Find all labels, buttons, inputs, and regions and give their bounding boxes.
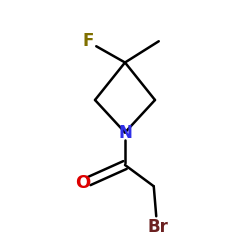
Text: F: F (82, 32, 94, 50)
Text: O: O (75, 174, 90, 192)
Text: Br: Br (147, 218, 168, 236)
Text: N: N (118, 124, 132, 142)
